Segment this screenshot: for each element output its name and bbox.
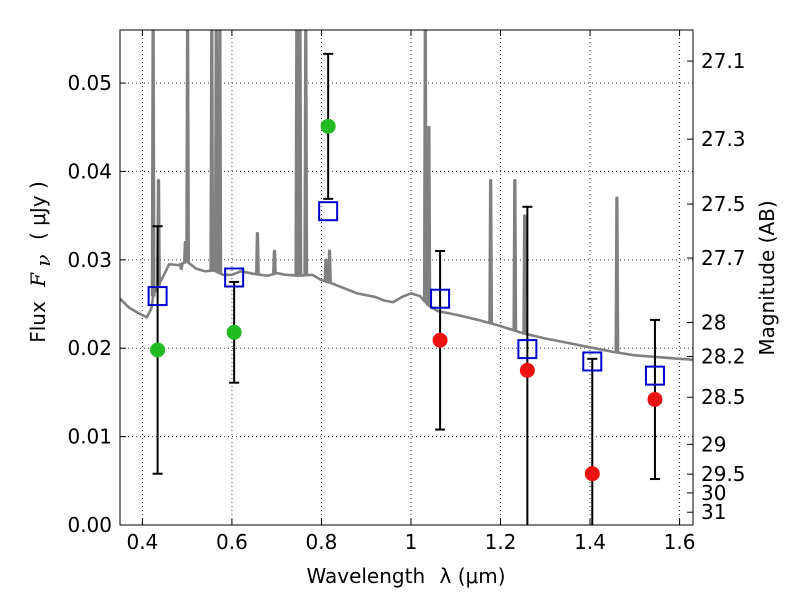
- model-photometry-square: [517, 339, 538, 360]
- emission-line: [323, 258, 329, 282]
- y2-tick-label: 29: [701, 432, 726, 456]
- detection-point: [320, 118, 336, 134]
- emission-line: [272, 249, 277, 274]
- model-photometry-square: [644, 365, 665, 386]
- x-tick-label: 1.6: [664, 530, 696, 554]
- emission-line: [297, 30, 303, 276]
- y-axis-label-subscript: ν: [31, 254, 55, 266]
- y-tick-label: 0.04: [67, 159, 112, 183]
- y2-tick-label: 30: [701, 481, 726, 505]
- emission-line: [209, 30, 215, 271]
- y2-tick-label: 28.2: [701, 345, 746, 369]
- y2-tick-label: 27.1: [701, 49, 746, 73]
- detection-point: [150, 342, 166, 358]
- x-axis-label: Wavelength λ (μm): [306, 564, 505, 588]
- emission-line: [213, 30, 219, 272]
- emission-line: [522, 214, 528, 334]
- y2-axis-label: Magnitude (AB): [755, 200, 779, 355]
- emission-line: [185, 30, 191, 262]
- plot-frame: [119, 29, 694, 526]
- grid-lines: [120, 30, 693, 526]
- model-spectrum-line: [120, 260, 693, 362]
- plot-area: [120, 30, 693, 525]
- emission-line: [217, 30, 223, 274]
- x-axis-label-symbol: λ (μm): [440, 564, 506, 588]
- emission-line: [422, 30, 428, 302]
- y-tick-label: 0.03: [67, 248, 112, 272]
- emission-line: [488, 178, 494, 324]
- x-tick-label: 1: [405, 530, 418, 554]
- emission-line: [512, 178, 518, 331]
- emission-line: [614, 196, 620, 353]
- emission-line: [150, 30, 156, 297]
- y2-tick-label: 28.5: [701, 385, 746, 409]
- y2-tick-label: 27.7: [701, 246, 746, 270]
- non-detection-point: [432, 332, 448, 348]
- y-tick-label: 0.01: [67, 425, 112, 449]
- y-tick-label: 0.05: [67, 71, 112, 95]
- data-series: [120, 30, 693, 525]
- non-detection-point: [519, 362, 535, 378]
- model-photometry-square: [224, 267, 245, 288]
- y2-tick-label: 31: [701, 500, 726, 524]
- x-tick-label: 1.2: [485, 530, 517, 554]
- emission-line: [255, 232, 260, 275]
- x-tick-label: 0.4: [126, 530, 158, 554]
- x-tick-label: 1.4: [574, 530, 606, 554]
- non-detection-point: [584, 466, 600, 482]
- x-axis-label-text: Wavelength: [306, 564, 425, 588]
- y-tick-label: 0.00: [67, 513, 112, 537]
- x-tick-label: 0.8: [306, 530, 338, 554]
- x-tick-label: 0.6: [216, 530, 248, 554]
- model-photometry-square: [318, 201, 339, 222]
- y2-tick-label: 29.5: [701, 462, 746, 486]
- y2-tick-label: 28: [701, 311, 726, 335]
- y-tick-label: 0.02: [67, 336, 112, 360]
- emission-line: [178, 263, 184, 270]
- y2-tick-label: 27.5: [701, 192, 746, 216]
- model-photometry-square: [582, 351, 603, 372]
- model-photometry-square: [430, 288, 451, 309]
- detection-point: [226, 324, 242, 340]
- y2-tick-label: 27.3: [701, 127, 746, 151]
- emission-line: [303, 30, 309, 276]
- emission-line: [426, 125, 432, 306]
- emission-line: [294, 30, 300, 276]
- y-axis-label: Flux F ν ( μJy ): [26, 181, 55, 343]
- y-axis-label-symbol: F: [26, 272, 50, 288]
- y-axis-label-unit: ( μJy ): [26, 181, 50, 240]
- axis-ticks: 0.4 0.6 0.8 1 1.2 1.4 1.6 0.00 0.01 0.02 0.03 0.04 0…: [67, 30, 746, 554]
- non-detection-point: [647, 391, 663, 407]
- model-photometry-square: [147, 286, 168, 307]
- emission-line: [327, 249, 332, 283]
- y-axis-label-text: Flux: [26, 301, 50, 343]
